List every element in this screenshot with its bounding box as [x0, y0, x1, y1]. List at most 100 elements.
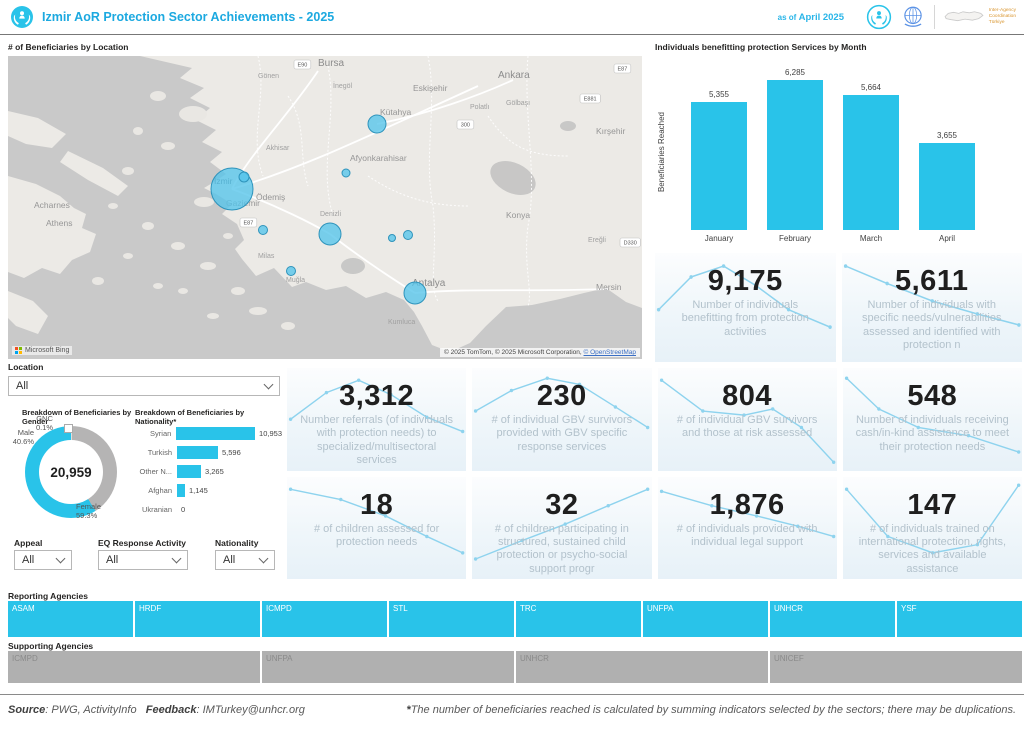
city-label: Ankara	[498, 70, 530, 81]
kpi-value: 9,175	[707, 265, 783, 297]
nationality-bar[interactable]	[177, 465, 201, 478]
beneficiary-bubble[interactable]	[367, 114, 387, 134]
reporting-agency-cell[interactable]: UNHCR	[770, 601, 895, 637]
reporting-agency-cell[interactable]: STL	[389, 601, 514, 637]
map-attribution: © 2025 TomTom, © 2025 Microsoft Corporat…	[439, 348, 640, 357]
city-label: Denizli	[320, 211, 341, 218]
appeal-dropdown[interactable]: All	[14, 550, 72, 570]
nationality-filter-label: Nationality	[215, 538, 259, 548]
kpi-value: 32	[545, 488, 579, 521]
header: Izmir AoR Protection Sector Achievements…	[0, 0, 1024, 35]
reporting-agencies-row: ASAM HRDF ICMPD STL TRC UNFPA UNHCR YSF	[8, 601, 1022, 637]
reporting-agency-cell[interactable]: ASAM	[8, 601, 133, 637]
road-badge-label: E87	[244, 221, 254, 227]
city-label: Gölbaşı	[506, 100, 530, 107]
gnc-slice-marker	[64, 424, 73, 433]
land-greece	[8, 291, 48, 334]
beneficiary-bubble[interactable]	[403, 230, 413, 240]
sparkline	[844, 376, 1021, 454]
nationality-bar[interactable]	[177, 484, 185, 497]
nationality-row: Afghan 1,145	[128, 481, 282, 500]
city-label: Ödemiş	[256, 192, 285, 202]
reporting-agency-cell[interactable]: YSF	[897, 601, 1022, 637]
location-dropdown[interactable]: All	[8, 376, 280, 396]
eq-response-activity-dropdown[interactable]: All	[98, 550, 188, 570]
nationality-label: Turkish	[147, 448, 172, 457]
kpi-value: 230	[536, 380, 587, 412]
month-bar[interactable]	[919, 143, 975, 230]
month-bar[interactable]	[767, 80, 823, 230]
sparkline	[659, 489, 835, 538]
x-axis-labels: January February March April	[691, 234, 975, 243]
road-badge	[613, 63, 632, 74]
month-bar[interactable]	[691, 102, 747, 230]
road-badge	[293, 59, 312, 70]
month-label: February	[778, 234, 811, 243]
land-greece	[8, 111, 66, 148]
beneficiary-bubble[interactable]	[341, 168, 351, 178]
map-panel: # of Beneficiaries by Location	[8, 42, 642, 360]
city-label: Eskişehir	[413, 83, 448, 93]
sparkline	[288, 487, 465, 555]
reporting-agency-cell[interactable]: ICMPD	[262, 601, 387, 637]
month-bar[interactable]	[843, 95, 899, 230]
nationality-bar[interactable]	[176, 427, 256, 440]
reporting-agency-cell[interactable]: HRDF	[135, 601, 260, 637]
reporting-agency-cell[interactable]: UNFPA	[643, 601, 768, 637]
supporting-agency-cell[interactable]: UNICEF	[770, 651, 1022, 683]
beneficiary-bubble[interactable]	[388, 234, 396, 242]
beneficiary-bubble[interactable]	[318, 222, 342, 246]
beneficiary-bubble[interactable]	[258, 225, 268, 235]
road-badge-label: 300	[461, 123, 470, 129]
islands	[64, 91, 295, 330]
beneficiary-bubble[interactable]	[403, 281, 427, 305]
dropdown-value: All	[223, 554, 236, 566]
road-badge-label: D330	[624, 241, 637, 247]
header-logos: Inter-Agency Coordination Türkiye	[866, 3, 1016, 31]
chevron-down-icon	[171, 553, 182, 564]
city-label: Muğla	[286, 277, 305, 284]
beneficiary-bubble[interactable]	[238, 171, 250, 183]
sparkline	[843, 264, 1021, 327]
land-greece	[60, 151, 128, 196]
kpi-card: 230 # of individual GBV survivors provid…	[472, 368, 652, 471]
dropdown-value: All	[22, 554, 35, 566]
road-badge	[579, 93, 601, 104]
kpi-label: # of children participating in structure…	[494, 522, 629, 575]
city-label: Antalya	[412, 278, 446, 289]
female-callout: Female 59.3%	[76, 502, 102, 520]
supporting-agency-cell[interactable]: UNHCR	[516, 651, 768, 683]
kpi-label: Number of individuals benefitting from p…	[681, 299, 809, 338]
month-column: 6,285	[767, 60, 823, 230]
page-title: Izmir AoR Protection Sector Achievements…	[42, 10, 335, 24]
map-canvas[interactable]: E87 E881 300 E87 E90 D330 Bursa İnegöl Gönen Ank…	[8, 56, 642, 359]
nationality-value: 5,596	[222, 448, 241, 457]
kpi-value: 18	[359, 488, 394, 521]
land-anatolia	[140, 56, 642, 352]
location-dropdown-value: All	[16, 380, 29, 392]
kpi-card: 9,175 Number of individuals benefitting …	[655, 253, 836, 362]
monthly-plot: 5,355 6,285 5,664 3,655	[691, 60, 975, 230]
road-badge-label: E90	[298, 63, 308, 69]
nationality-bar[interactable]	[177, 446, 218, 459]
monthly-chart-title: Individuals benefitting protection Servi…	[655, 42, 867, 52]
nationality-chart-title: Breakdown of Beneficiaries by Nationalit…	[135, 408, 245, 426]
month-column: 5,664	[843, 60, 899, 230]
sparkline	[474, 487, 650, 561]
openstreetmap-link[interactable]: © OpenStreetMap	[583, 349, 636, 356]
reporting-agency-cell[interactable]: TRC	[516, 601, 641, 637]
kpi-label: # of individuals trained on internationa…	[858, 522, 1007, 575]
supporting-agency-cell[interactable]: ICMPD	[8, 651, 260, 683]
bing-logo: Microsoft Bing	[12, 346, 73, 355]
nationality-value: 10,953	[259, 429, 282, 438]
kpi-label: Number of individuals with specific need…	[862, 299, 1002, 352]
nationality-dropdown[interactable]: All	[215, 550, 275, 570]
beneficiary-bubble[interactable]	[286, 266, 296, 276]
supporting-agency-cell[interactable]: UNFPA	[262, 651, 514, 683]
male-callout: Male 40.6%	[12, 428, 34, 446]
city-label: Acharnes	[34, 200, 70, 210]
summary-kpi-cards: 9,175 Number of individuals benefitting …	[655, 253, 1022, 362]
city-label: Mersin	[596, 282, 622, 292]
chevron-down-icon	[55, 553, 66, 564]
divider	[933, 5, 935, 29]
